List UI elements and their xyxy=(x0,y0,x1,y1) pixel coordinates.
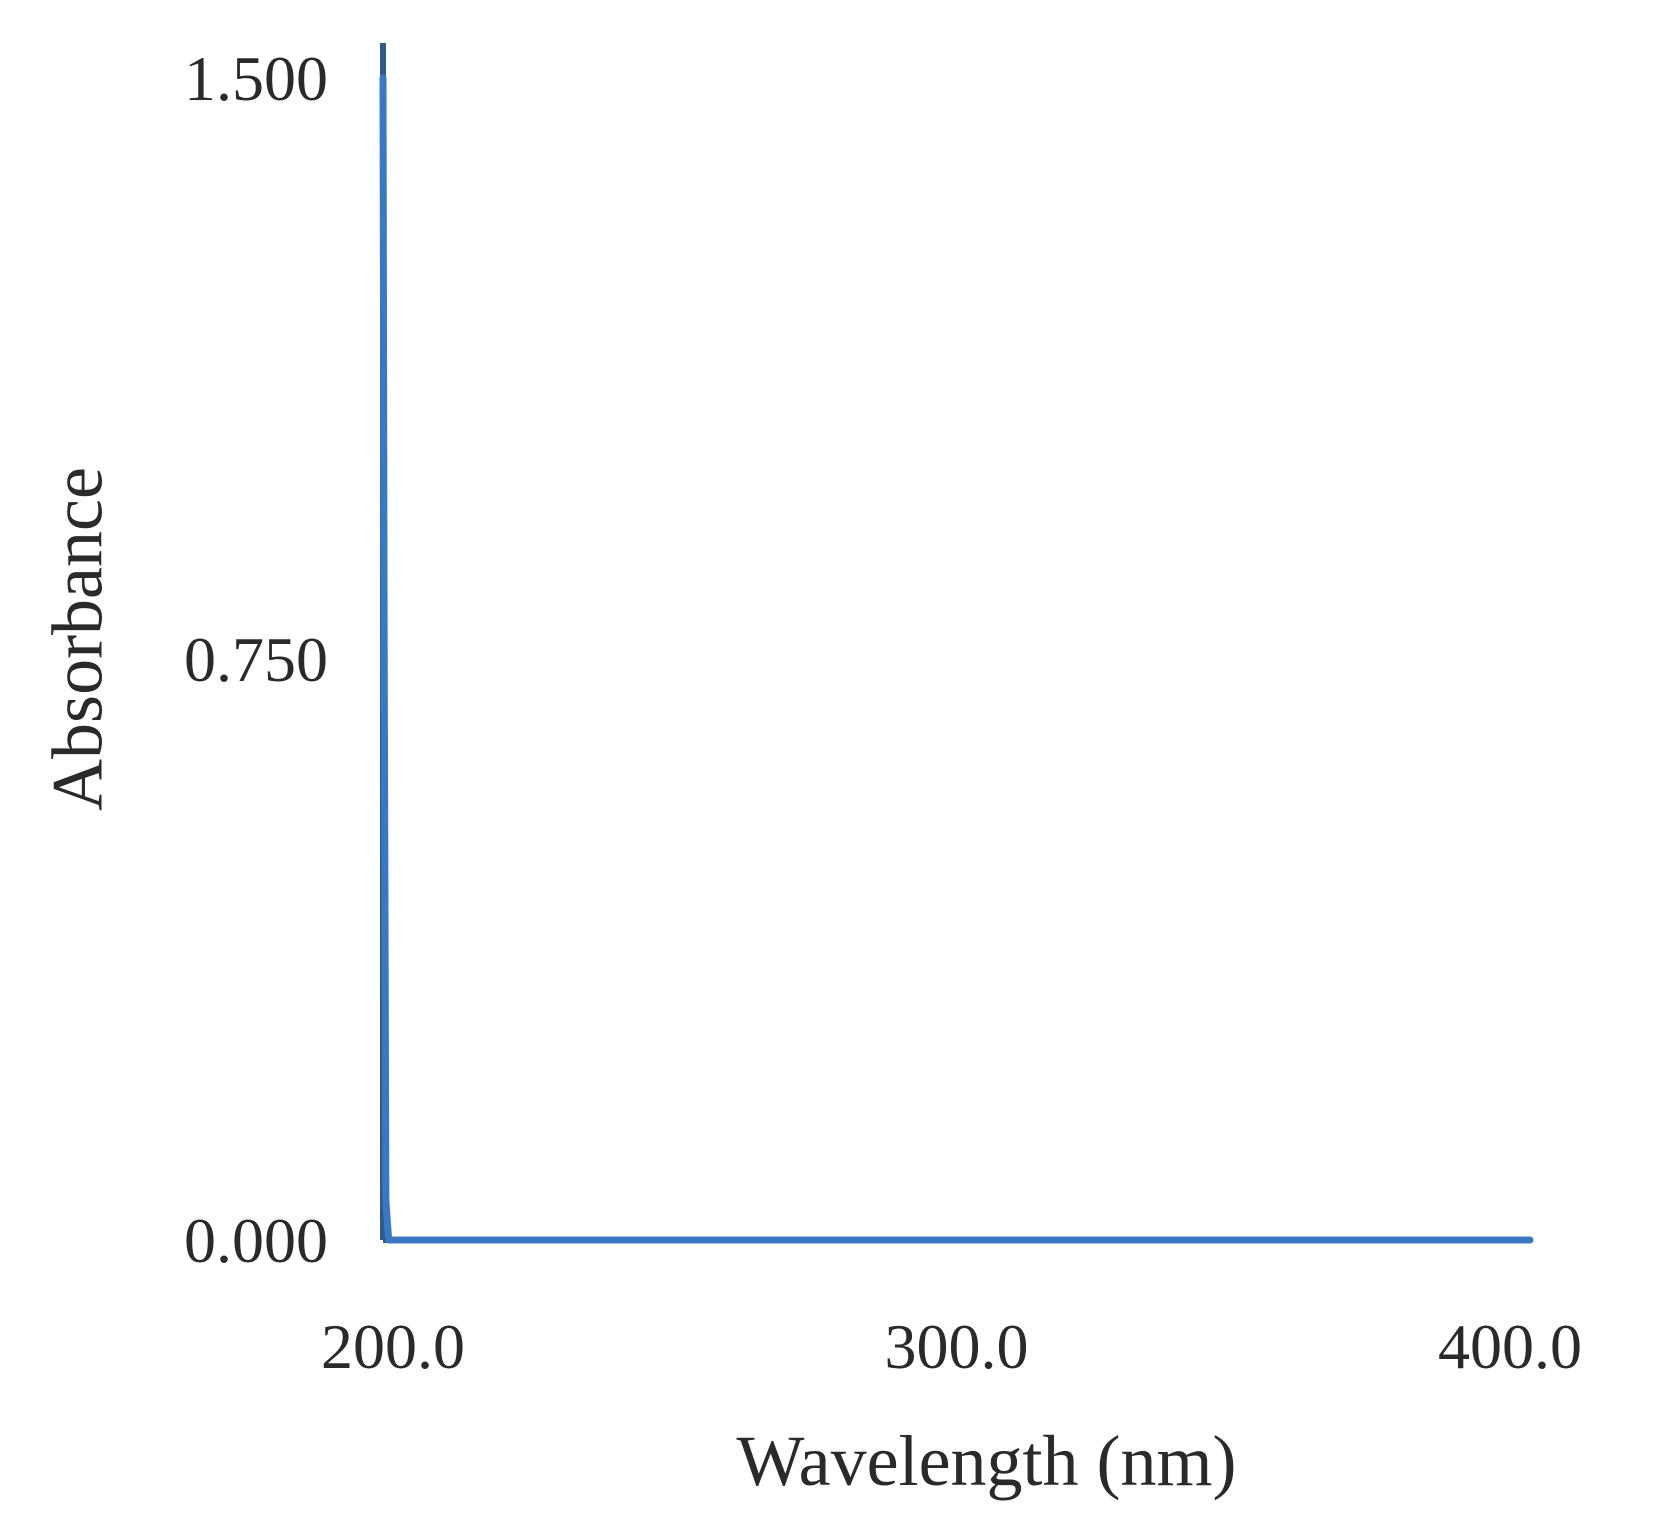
x-axis-title: Wavelength (nm) xyxy=(736,1421,1236,1501)
x-tick-labels: 200.0 300.0 400.0 xyxy=(321,1311,1582,1382)
x-tick-label: 300.0 xyxy=(885,1311,1029,1382)
x-tick-label: 400.0 xyxy=(1438,1311,1582,1382)
y-tick-label: 0.000 xyxy=(184,1205,328,1276)
y-tick-label: 0.750 xyxy=(184,624,328,695)
series-layer xyxy=(379,74,1534,1244)
x-tick-label: 200.0 xyxy=(321,1311,465,1382)
series-line xyxy=(379,74,1534,1244)
y-tick-label: 1.500 xyxy=(184,43,328,114)
y-axis-title: Absorbance xyxy=(38,467,118,811)
y-tick-labels: 0.000 0.750 1.500 xyxy=(184,43,328,1276)
